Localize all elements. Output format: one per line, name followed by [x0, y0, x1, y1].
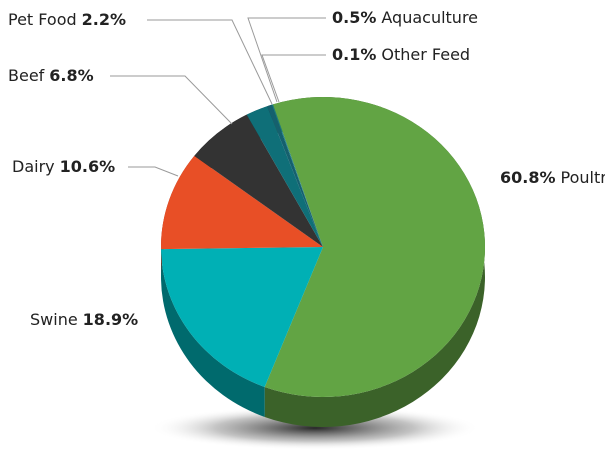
slice-label: 60.8% Poultry: [500, 168, 605, 187]
label-value: 0.5%: [332, 8, 376, 27]
leader-line: [261, 54, 326, 103]
slice: [194, 114, 323, 247]
label-name: Pet Food: [8, 10, 77, 29]
slice-label: Dairy 10.6%: [12, 157, 115, 176]
slice: [271, 104, 323, 247]
slice: [161, 155, 323, 250]
slice-label: 0.5% Aquaculture: [332, 8, 478, 27]
slice: [161, 247, 323, 387]
label-value: 2.2%: [82, 10, 126, 29]
pie-tops: [161, 97, 486, 397]
label-name: Dairy: [12, 157, 55, 176]
slice-side: [161, 249, 265, 417]
label-name: Beef: [8, 66, 45, 85]
leader-line: [247, 17, 326, 103]
slice: [264, 97, 486, 397]
label-value: 18.9%: [83, 310, 139, 329]
label-value: 60.8%: [500, 168, 556, 187]
label-value: 6.8%: [49, 66, 93, 85]
label-name: Aquaculture: [381, 8, 478, 27]
pie-shadow: [150, 406, 480, 450]
leader-line: [147, 19, 273, 105]
slice-label: 0.1% Other Feed: [332, 45, 470, 64]
slice-label: Beef 6.8%: [8, 66, 94, 85]
slice-label: Swine 18.9%: [30, 310, 138, 329]
leader-line: [128, 166, 179, 177]
slice-label: Pet Food 2.2%: [8, 10, 126, 29]
leader-line: [110, 75, 233, 125]
label-value: 10.6%: [60, 157, 116, 176]
label-name: Poultry: [561, 168, 605, 187]
labels: 60.8% Poultry Swine 18.9% Dairy 10.6% Beef6.8%…: [8, 8, 605, 329]
label-name: Other Feed: [381, 45, 470, 64]
slice: [246, 106, 323, 248]
label-value: 0.1%: [332, 45, 376, 64]
slice: [267, 104, 323, 248]
label-name: Swine: [30, 310, 78, 329]
